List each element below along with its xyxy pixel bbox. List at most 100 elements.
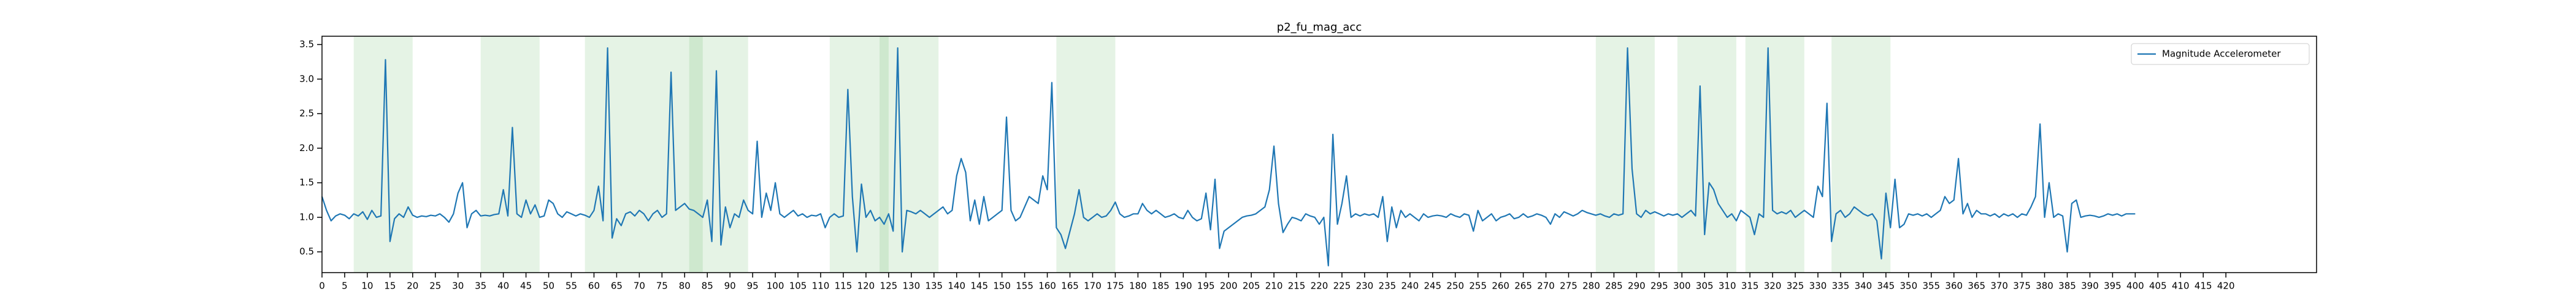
x-tick-label: 385 bbox=[2058, 281, 2076, 292]
legend: Magnitude Accelerometer bbox=[2131, 43, 2310, 65]
x-tick-label: 390 bbox=[2081, 281, 2099, 292]
x-tick-label: 140 bbox=[948, 281, 965, 292]
x-tick-label: 15 bbox=[384, 281, 396, 292]
x-tick-label: 220 bbox=[1311, 281, 1328, 292]
x-tick-label: 210 bbox=[1265, 281, 1283, 292]
x-tick-label: 25 bbox=[429, 281, 441, 292]
x-tick-label: 215 bbox=[1288, 281, 1306, 292]
x-tick-label: 65 bbox=[611, 281, 623, 292]
x-tick-label: 285 bbox=[1605, 281, 1623, 292]
x-tick-label: 120 bbox=[857, 281, 875, 292]
x-tick-label: 305 bbox=[1696, 281, 1714, 292]
x-tick-label: 245 bbox=[1424, 281, 1441, 292]
x-tick-label: 330 bbox=[1809, 281, 1827, 292]
x-tick-label: 20 bbox=[407, 281, 418, 292]
x-tick-label: 400 bbox=[2126, 281, 2144, 292]
x-tick-label: 280 bbox=[1582, 281, 1600, 292]
highlight-span bbox=[1831, 36, 1891, 273]
x-tick-label: 150 bbox=[993, 281, 1011, 292]
x-tick-label: 95 bbox=[747, 281, 759, 292]
x-tick-label: 105 bbox=[789, 281, 807, 292]
x-tick-label: 55 bbox=[565, 281, 577, 292]
x-tick-label: 185 bbox=[1152, 281, 1170, 292]
highlight-span bbox=[1056, 36, 1116, 273]
x-tick-label: 90 bbox=[724, 281, 736, 292]
x-tick-label: 340 bbox=[1855, 281, 1873, 292]
highlight-span bbox=[1745, 36, 1804, 273]
x-tick-label: 350 bbox=[1899, 281, 1917, 292]
x-tick-label: 195 bbox=[1197, 281, 1215, 292]
x-tick-label: 35 bbox=[475, 281, 486, 292]
data-line bbox=[321, 47, 2136, 266]
x-tick-label: 235 bbox=[1379, 281, 1397, 292]
legend-box bbox=[2131, 43, 2310, 65]
y-tick-label: 3.5 bbox=[299, 39, 314, 50]
x-tick-label: 290 bbox=[1628, 281, 1646, 292]
x-tick-label: 10 bbox=[361, 281, 373, 292]
x-tick-label: 155 bbox=[1016, 281, 1033, 292]
x-tick-label: 335 bbox=[1832, 281, 1850, 292]
x-tick-label: 365 bbox=[1968, 281, 1985, 292]
x-tick-label: 315 bbox=[1741, 281, 1759, 292]
highlight-span bbox=[480, 36, 540, 273]
x-tick-label: 240 bbox=[1401, 281, 1419, 292]
chart-title: p2_fu_mag_acc bbox=[1277, 21, 1362, 34]
x-tick-label: 310 bbox=[1719, 281, 1736, 292]
x-tick-label: 295 bbox=[1650, 281, 1668, 292]
x-tick-label: 370 bbox=[1990, 281, 2008, 292]
x-tick-label: 145 bbox=[970, 281, 988, 292]
x-tick-label: 255 bbox=[1469, 281, 1487, 292]
x-tick-label: 45 bbox=[520, 281, 532, 292]
legend-label: Magnitude Accelerometer bbox=[2162, 49, 2281, 60]
x-tick-label: 300 bbox=[1673, 281, 1691, 292]
x-tick-label: 275 bbox=[1560, 281, 1577, 292]
x-tick-label: 265 bbox=[1514, 281, 1532, 292]
x-tick-label: 5 bbox=[342, 281, 348, 292]
x-tick-label: 205 bbox=[1243, 281, 1260, 292]
x-tick-label: 320 bbox=[1764, 281, 1782, 292]
y-tick-label: 0.5 bbox=[299, 246, 314, 257]
y-tick-label: 1.0 bbox=[299, 211, 314, 222]
x-tick-label: 375 bbox=[2013, 281, 2031, 292]
x-tick-label: 360 bbox=[1945, 281, 1963, 292]
x-tick-label: 260 bbox=[1492, 281, 1509, 292]
x-tick-label: 110 bbox=[812, 281, 830, 292]
highlight-span bbox=[880, 36, 939, 273]
x-tick-label: 125 bbox=[880, 281, 898, 292]
x-tick-label: 85 bbox=[702, 281, 713, 292]
x-tick-label: 200 bbox=[1220, 281, 1238, 292]
x-tick-label: 40 bbox=[497, 281, 509, 292]
highlight-span bbox=[1677, 36, 1736, 273]
x-tick-label: 405 bbox=[2149, 281, 2167, 292]
x-tick-label: 160 bbox=[1038, 281, 1056, 292]
x-tick-label: 380 bbox=[2036, 281, 2053, 292]
x-tick-label: 250 bbox=[1446, 281, 1464, 292]
x-tick-label: 165 bbox=[1061, 281, 1079, 292]
x-tick-label: 100 bbox=[767, 281, 784, 292]
x-tick-label: 30 bbox=[452, 281, 464, 292]
highlight-span bbox=[585, 36, 644, 273]
x-tick-label: 415 bbox=[2195, 281, 2212, 292]
plot-frame bbox=[321, 36, 2317, 273]
x-tick-label: 135 bbox=[925, 281, 943, 292]
x-tick-label: 345 bbox=[1877, 281, 1895, 292]
x-tick-label: 70 bbox=[634, 281, 645, 292]
x-tick-label: 175 bbox=[1106, 281, 1124, 292]
x-tick-label: 325 bbox=[1787, 281, 1804, 292]
x-tick-label: 355 bbox=[1922, 281, 1940, 292]
y-tick-label: 2.0 bbox=[299, 142, 314, 154]
x-tick-label: 270 bbox=[1537, 281, 1555, 292]
x-tick-label: 170 bbox=[1084, 281, 1102, 292]
x-tick-label: 0 bbox=[319, 281, 325, 292]
x-tick-label: 50 bbox=[543, 281, 554, 292]
x-tick-label: 80 bbox=[679, 281, 691, 292]
x-tick-label: 225 bbox=[1333, 281, 1351, 292]
x-tick-label: 180 bbox=[1129, 281, 1147, 292]
x-tick-label: 60 bbox=[588, 281, 600, 292]
x-tick-label: 395 bbox=[2104, 281, 2122, 292]
x-tick-label: 75 bbox=[656, 281, 668, 292]
x-tick-label: 190 bbox=[1175, 281, 1192, 292]
y-tick-label: 2.5 bbox=[299, 108, 314, 119]
x-tick-label: 130 bbox=[902, 281, 920, 292]
